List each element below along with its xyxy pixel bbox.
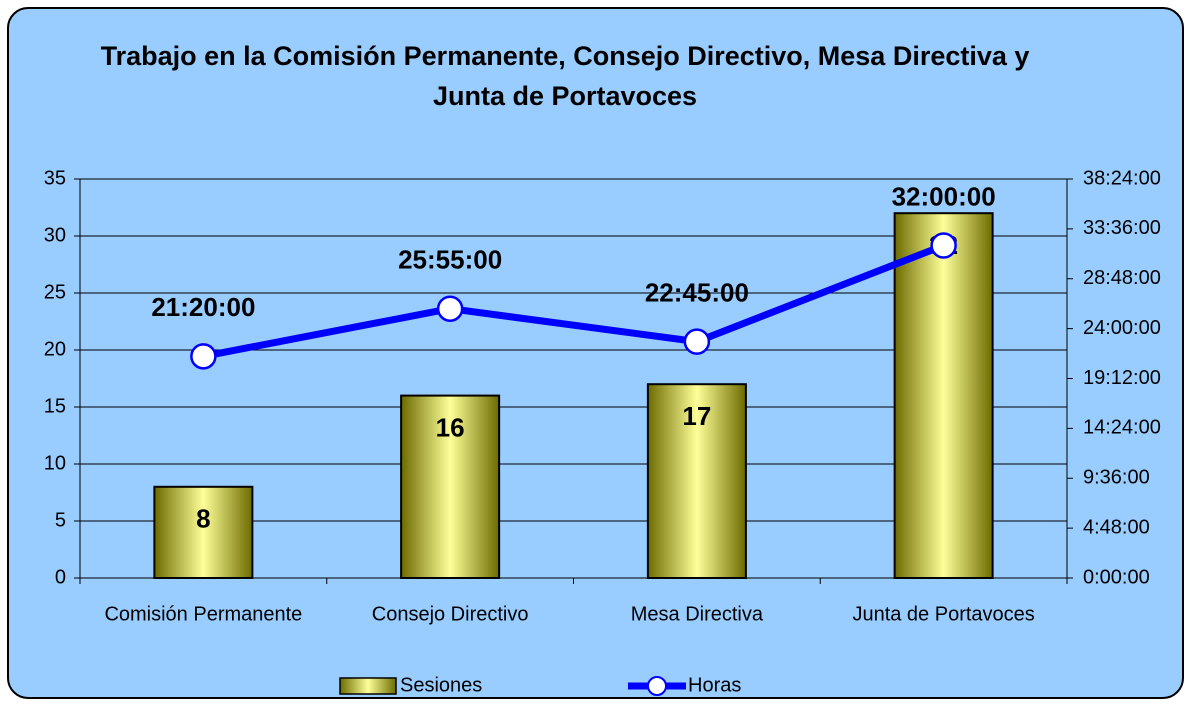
line-value-label: 21:20:00 bbox=[151, 292, 255, 322]
y-tick-label: 25 bbox=[44, 281, 66, 303]
line-value-label: 32:00:00 bbox=[892, 181, 996, 211]
y2-tick-label: 9:36:00 bbox=[1083, 467, 1150, 489]
y2-tick-label: 19:12:00 bbox=[1083, 367, 1161, 389]
bar bbox=[153, 485, 254, 579]
bar-value-label: 16 bbox=[436, 412, 465, 442]
bar bbox=[646, 383, 747, 580]
line-marker bbox=[683, 328, 711, 355]
chart-title: Trabajo en la Comisión Permanente, Conse… bbox=[100, 41, 1030, 111]
bar-value-label: 8 bbox=[196, 504, 210, 534]
y2-tick-label: 28:48:00 bbox=[1083, 267, 1161, 289]
line bbox=[202, 242, 945, 360]
y-tick-label: 0 bbox=[55, 566, 66, 588]
y2-tick-label: 24:00:00 bbox=[1083, 317, 1161, 339]
y2-tick-label: 14:24:00 bbox=[1083, 417, 1161, 439]
y-tick-label: 5 bbox=[55, 509, 66, 531]
y-tick-label: 20 bbox=[44, 338, 66, 360]
y2-tick-label: 38:24:00 bbox=[1083, 167, 1161, 189]
line-value-label: 22:45:00 bbox=[645, 277, 749, 307]
bar bbox=[400, 394, 501, 579]
x-tick-label: Mesa Directiva bbox=[631, 603, 764, 625]
line-marker bbox=[190, 343, 217, 370]
legend-marker bbox=[647, 676, 667, 696]
bar bbox=[893, 212, 994, 579]
y-tick-label: 30 bbox=[44, 224, 66, 246]
x-tick-label: Comisión Permanente bbox=[104, 603, 302, 625]
y-tick-label: 35 bbox=[44, 167, 66, 189]
legend-label: Sesiones bbox=[400, 674, 482, 696]
x-tick-label: Junta de Portavoces bbox=[852, 603, 1034, 625]
y2-tick-label: 4:48:00 bbox=[1083, 516, 1150, 538]
line-marker bbox=[436, 295, 464, 322]
legend-label: Horas bbox=[688, 674, 741, 696]
legend-swatch bbox=[339, 677, 397, 695]
line-value-label: 25:55:00 bbox=[398, 245, 502, 275]
y2-tick-label: 0:00:00 bbox=[1083, 566, 1150, 588]
y2-tick-label: 33:36:00 bbox=[1083, 217, 1161, 239]
chart-background bbox=[7, 7, 1184, 699]
line-marker bbox=[930, 232, 957, 259]
y-tick-label: 10 bbox=[44, 452, 66, 474]
y-tick-label: 15 bbox=[44, 395, 66, 417]
x-tick-label: Consejo Directivo bbox=[372, 603, 529, 625]
bar-value-label: 17 bbox=[682, 401, 711, 431]
